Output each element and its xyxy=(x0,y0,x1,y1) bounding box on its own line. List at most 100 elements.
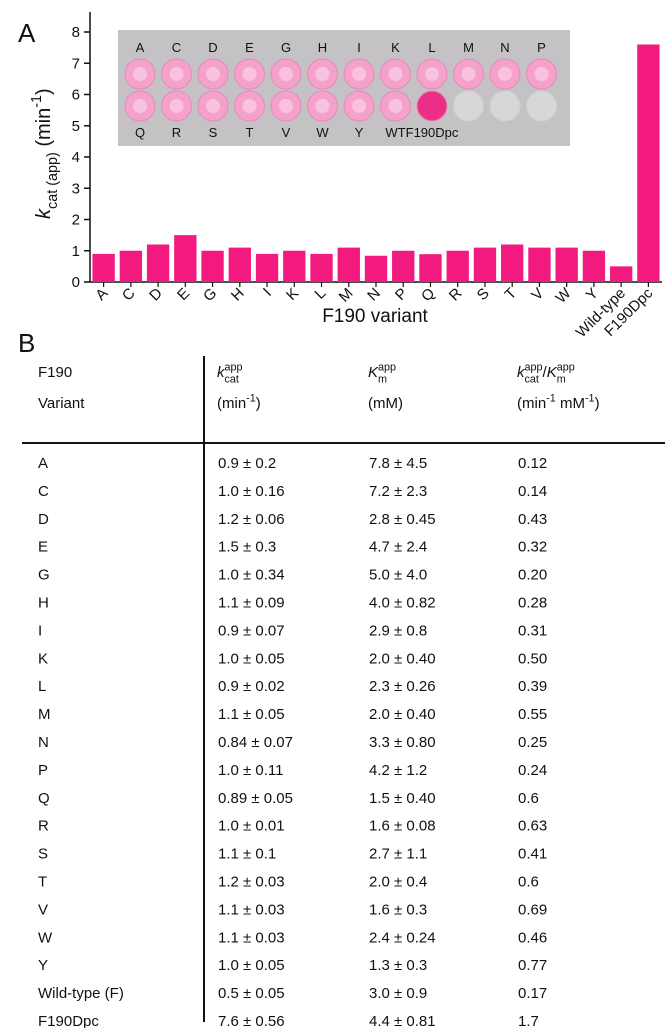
bar xyxy=(555,247,578,282)
well-label: S xyxy=(209,125,218,140)
text-segment: -1 xyxy=(29,95,45,108)
y-tick-label: 8 xyxy=(72,24,80,41)
x-tick-label: K xyxy=(283,285,302,304)
text-segment: / xyxy=(543,364,551,381)
well xyxy=(453,90,484,122)
table-cell: 0.43 xyxy=(518,511,547,528)
y-tick-label: 0 xyxy=(72,274,80,291)
well-label: G xyxy=(281,40,291,55)
table-cell: 0.20 xyxy=(518,567,547,584)
well-label: N xyxy=(500,40,509,55)
table-cell: 0.69 xyxy=(518,901,547,918)
table-cell: 4.4 ± 0.81 xyxy=(369,1013,436,1028)
x-tick-label: G xyxy=(200,285,220,305)
text-segment: m xyxy=(378,373,387,385)
table-cell: 0.6 xyxy=(518,874,539,891)
column-header: Kmapp xyxy=(368,361,396,385)
well-label: I xyxy=(357,40,361,55)
table-cell: 1.6 ± 0.3 xyxy=(369,901,427,918)
column-header: F190 xyxy=(38,364,72,381)
text-segment: Variant xyxy=(38,395,85,412)
table-cell: 1.7 xyxy=(518,1013,539,1028)
table-cell: 3.0 ± 0.9 xyxy=(369,985,427,1002)
text-segment: -1 xyxy=(585,392,595,404)
x-tick-label: A xyxy=(92,285,111,304)
well-center xyxy=(534,67,549,81)
table-cell: N xyxy=(38,734,49,751)
table-cell: 1.1 ± 0.09 xyxy=(218,595,285,612)
well-label: P xyxy=(537,40,546,55)
table-cell: 1.0 ± 0.05 xyxy=(218,957,285,974)
column-header: (min-1 mM-1) xyxy=(517,392,600,412)
table-cell: Q xyxy=(38,790,50,807)
well-center xyxy=(242,67,257,81)
x-tick-label: H xyxy=(228,285,248,305)
x-tick-label: W xyxy=(552,284,575,307)
text-segment: app xyxy=(557,361,575,373)
x-tick-label: Q xyxy=(418,285,438,305)
bar xyxy=(92,253,115,282)
table-cell: 4.7 ± 2.4 xyxy=(369,539,427,556)
table-cell: 1.3 ± 0.3 xyxy=(369,957,427,974)
table-cell: 0.77 xyxy=(518,957,547,974)
well-center xyxy=(242,99,257,113)
text-segment: (min xyxy=(33,108,55,152)
table-cell: 2.7 ± 1.1 xyxy=(369,846,427,863)
text-segment: (min xyxy=(517,395,546,412)
table-cell: 1.2 ± 0.03 xyxy=(218,874,285,891)
text-segment: K xyxy=(547,364,558,381)
text-segment: K xyxy=(368,364,379,381)
bar xyxy=(528,247,551,282)
well-center xyxy=(388,67,403,81)
x-tick-label: R xyxy=(446,285,466,305)
bar xyxy=(119,250,143,282)
y-tick-label: 6 xyxy=(72,87,80,104)
table-cell: 2.9 ± 0.8 xyxy=(369,622,427,639)
bar xyxy=(501,244,524,282)
bar xyxy=(310,253,333,282)
table-cell: 1.0 ± 0.01 xyxy=(218,818,285,835)
y-tick-label: 1 xyxy=(72,243,80,260)
table-cell: 1.1 ± 0.03 xyxy=(218,929,285,946)
well-center xyxy=(352,67,366,81)
table-cell: 2.4 ± 0.24 xyxy=(369,929,436,946)
table-cell: 0.55 xyxy=(518,706,547,723)
table-cell: D xyxy=(38,511,49,528)
table-cell: S xyxy=(38,846,48,863)
x-tick-label: L xyxy=(311,285,329,303)
table-cell: 0.89 ± 0.05 xyxy=(218,790,293,807)
well-center xyxy=(206,99,220,113)
table-cell: 2.0 ± 0.40 xyxy=(369,706,436,723)
bar xyxy=(283,250,306,282)
table-cell: 0.32 xyxy=(518,539,547,556)
bar xyxy=(364,255,388,282)
table-cell: A xyxy=(38,455,48,472)
bar xyxy=(609,266,633,282)
column-header: kcatapp/ Kmapp xyxy=(517,361,575,385)
text-segment: cat xyxy=(225,373,239,385)
well-center xyxy=(279,67,293,81)
table-cell: 2.3 ± 0.26 xyxy=(369,678,436,695)
table-cell: K xyxy=(38,650,48,667)
well-label: C xyxy=(172,40,181,55)
text-segment: ) xyxy=(595,395,600,412)
x-tick-label: T xyxy=(502,285,521,304)
table-cell: 3.3 ± 0.80 xyxy=(369,734,436,751)
well-label: V xyxy=(282,125,291,140)
table-cell: 0.9 ± 0.02 xyxy=(218,678,285,695)
table-cell: 0.17 xyxy=(518,985,547,1002)
well-label: Y xyxy=(355,125,364,140)
bar xyxy=(637,44,660,282)
well-label: F190Dpc xyxy=(406,125,459,140)
text-segment: cat xyxy=(525,373,539,385)
x-tick-label: Y xyxy=(583,285,602,304)
bar xyxy=(582,250,606,282)
table-cell: 1.5 ± 0.40 xyxy=(369,790,436,807)
text-segment: ) xyxy=(256,395,261,412)
table-cell: 1.2 ± 0.06 xyxy=(218,511,285,528)
table-cell: G xyxy=(38,567,50,584)
x-tick-label: C xyxy=(119,285,139,305)
y-tick-label: 4 xyxy=(72,149,80,166)
text-segment: k xyxy=(217,364,226,381)
table-cell: 2.8 ± 0.45 xyxy=(369,511,436,528)
